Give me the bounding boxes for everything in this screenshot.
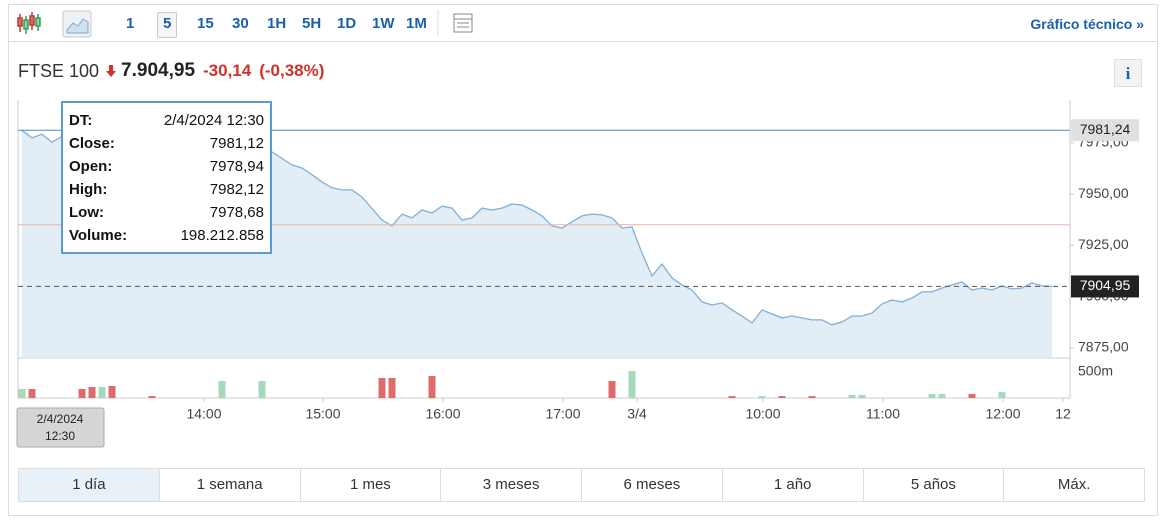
quote: FTSE 100 7.904,95 -30,14 (-0,38%) [18,58,332,84]
x-tick-label: 15:00 [305,406,340,422]
last-price-box [1071,275,1139,298]
range-button[interactable]: Máx. [1057,476,1091,493]
tooltip-row: Volume: 198.212.858 [69,224,264,247]
x-tick-label: 12 [1055,406,1071,422]
tooltip-key: Close: [69,135,115,152]
x-tick-label: 11:00 [866,406,900,422]
y-tick-label: 7950,00 [1078,185,1129,201]
crosshair-time: 12:30 [45,429,75,443]
interval-button[interactable]: 1H [267,15,287,32]
tooltip-value: 7982,12 [209,181,264,198]
range-button[interactable]: 1 semana [160,469,301,501]
volume-bar [858,394,866,398]
volume-bar [98,386,106,398]
toolbar: 1 5 15 30 1H 5H 1D 1W 1M Gráfico técnico » [8,4,1158,42]
y-tick-label: 7925,00 [1078,236,1129,252]
crosshair-time-box [16,407,105,448]
volume-bar [628,371,636,398]
volume-bar [968,393,976,398]
volume-bar [148,396,156,398]
change: -30,14 [203,61,252,80]
range-buttons: 1 día 1 semana 1 mes 3 meses 6 meses 1 año 5 a… [18,468,1145,502]
range-button[interactable]: 3 meses [441,469,582,501]
range-button[interactable]: 6 meses [582,469,723,501]
tooltip-value: 2/4/2024 12:30 [163,112,264,129]
price: 7.904,95 [121,60,196,81]
change-percent: (-0,38%) [259,61,325,80]
volume-bar [808,396,816,398]
last-price-label: 7904,95 [1080,277,1131,293]
tooltip-value: 7978,94 [209,158,264,175]
down-arrow [106,65,117,77]
interval-button[interactable]: 15 [197,15,214,32]
volume-bar [758,396,766,398]
x-tick-label: 17:00 [545,406,580,422]
volume-bar [18,389,26,398]
interval-button[interactable]: 1D [337,15,357,32]
tooltip-value: 7978,68 [209,204,264,221]
range-button[interactable]: 1 día [19,469,160,501]
crosshair-date: 2/4/2024 [37,412,84,426]
interval-button[interactable]: 5 [157,12,178,38]
info-button[interactable]: i [1114,59,1142,87]
chart-type-icons[interactable] [8,4,128,42]
tooltip-key: DT: [69,112,93,129]
crosshair-price-box [1071,119,1139,142]
crosshair-price-label: 7981,24 [1080,121,1131,137]
volume-bar [608,380,616,398]
chart: 7875,007900,007925,007950,007975,00500m1… [16,100,1139,448]
tooltip-key: Open: [69,158,113,175]
interval-button[interactable]: 1 [126,15,135,32]
volume-bar [28,389,36,398]
tooltip-key: Low: [69,204,104,221]
widget-frame [8,4,1158,516]
table-icon[interactable] [433,4,473,42]
volume-bar [258,380,266,398]
tooltip-key: High: [69,181,108,198]
volume-bar [928,393,936,398]
volume-bar [998,392,1006,398]
tooltip-row: DT: 2/4/2024 12:30 [69,109,264,132]
volume-tick-label: 500m [1078,363,1113,379]
range-button[interactable]: 5 años [864,469,1005,501]
volume-bar [218,380,226,398]
tooltip-value: 198.212.858 [180,227,264,244]
volume-bar [778,396,786,398]
volume-bar [388,377,396,398]
technical-chart-link[interactable]: Gráfico técnico » [1030,16,1144,32]
x-tick-label: 10:00 [745,406,780,422]
volume-bar [938,393,946,398]
volume-bar [428,375,436,398]
x-tick-label: 12:00 [985,406,1020,422]
x-tick-label: 16:00 [425,406,460,422]
x-tick-label: 14:00 [186,406,221,422]
tooltip-row: Close: 7981,12 [69,132,264,155]
interval-button[interactable]: 1W [372,15,395,32]
interval-button[interactable]: 1M [406,15,427,32]
tooltip-row: High: 7982,12 [69,178,264,201]
volume-bar [88,386,96,398]
tooltip-key: Volume: [69,227,128,244]
range-button[interactable]: 1 mes [301,469,442,501]
tooltip: DT: 2/4/2024 12:30 Close: 7981,12 Open: 7978,… [61,101,272,254]
volume-bar [378,377,386,398]
tooltip-value: 7981,12 [209,135,264,152]
volume-bar [108,385,116,398]
interval-button[interactable]: 5H [302,15,322,32]
range-button[interactable]: 1 año [723,469,864,501]
instrument-name: FTSE 100 [18,60,100,81]
volume-bar [78,389,86,398]
volume-bar [728,396,736,398]
volume-bar [848,394,856,398]
x-tick-label: 3/4 [627,406,647,422]
tooltip-row: Low: 7978,68 [69,201,264,224]
interval-button[interactable]: 30 [232,15,249,32]
area-fill [22,130,1052,358]
y-tick-label: 7875,00 [1078,338,1129,354]
tooltip-row: Open: 7978,94 [69,155,264,178]
